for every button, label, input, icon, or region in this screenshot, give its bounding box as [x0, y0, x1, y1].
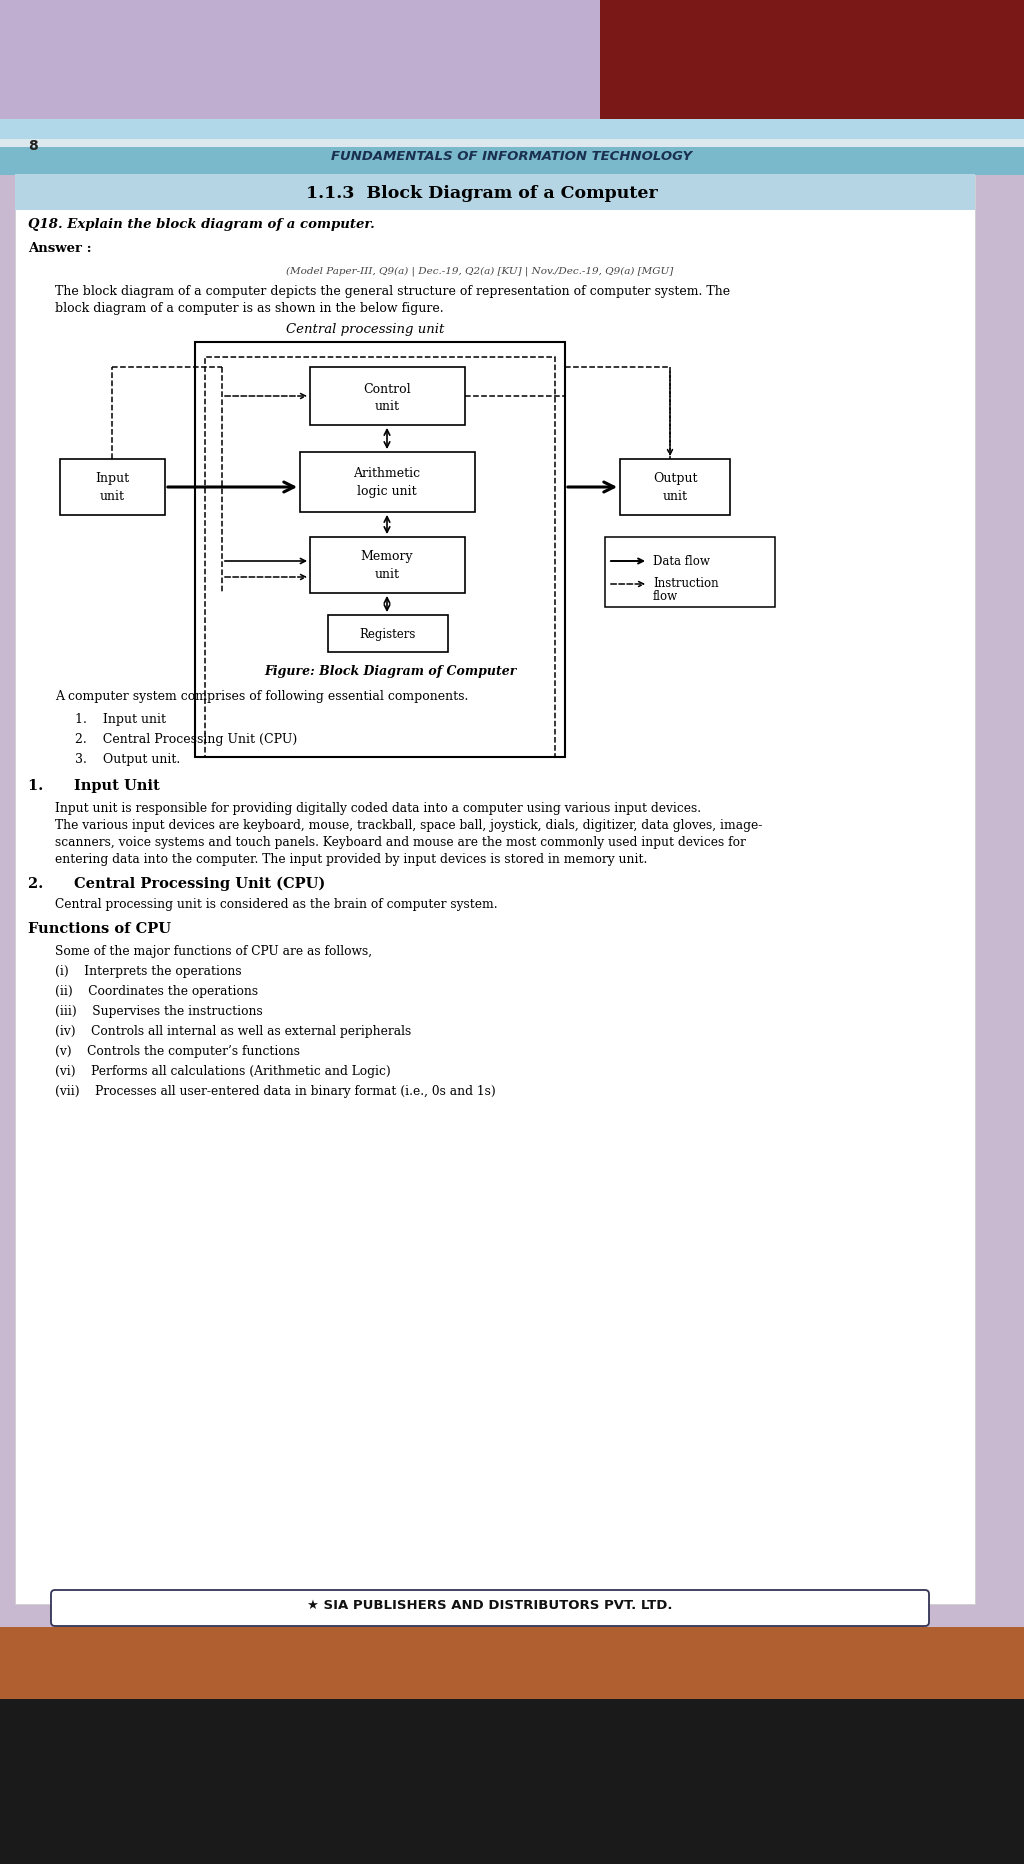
Text: Functions of CPU: Functions of CPU	[28, 921, 171, 936]
Text: 2.      Central Processing Unit (CPU): 2. Central Processing Unit (CPU)	[28, 876, 326, 891]
Text: (Model Paper-III, Q9(a) | Dec.-19, Q2(a) [KU] | Nov./Dec.-19, Q9(a) [MGU]: (Model Paper-III, Q9(a) | Dec.-19, Q2(a)…	[287, 267, 674, 276]
Text: block diagram of a computer is as shown in the below figure.: block diagram of a computer is as shown …	[55, 302, 443, 315]
Text: (v)    Controls the computer’s functions: (v) Controls the computer’s functions	[55, 1044, 300, 1057]
Text: FUNDAMENTALS OF INFORMATION TECHNOLOGY: FUNDAMENTALS OF INFORMATION TECHNOLOGY	[332, 149, 692, 162]
Text: unit: unit	[99, 490, 125, 503]
Text: A computer system comprises of following essential components.: A computer system comprises of following…	[55, 690, 468, 703]
Text: (vii)    Processes all user-entered data in binary format (i.e., 0s and 1s): (vii) Processes all user-entered data in…	[55, 1085, 496, 1098]
Text: 8: 8	[28, 140, 38, 153]
Text: Instruction: Instruction	[653, 576, 719, 589]
Text: Memory: Memory	[360, 550, 414, 563]
Text: 1.    Input unit: 1. Input unit	[75, 712, 166, 725]
Text: 1.1.3  Block Diagram of a Computer: 1.1.3 Block Diagram of a Computer	[306, 185, 657, 201]
Text: flow: flow	[653, 589, 678, 602]
Text: Some of the major functions of CPU are as follows,: Some of the major functions of CPU are a…	[55, 945, 372, 958]
Bar	[310, 537, 465, 593]
Text: unit: unit	[375, 569, 399, 582]
Bar	[620, 460, 730, 516]
Text: Figure: Block Diagram of Computer: Figure: Block Diagram of Computer	[264, 665, 516, 678]
Text: Answer :: Answer :	[28, 242, 91, 255]
Text: unit: unit	[663, 490, 687, 503]
FancyBboxPatch shape	[51, 1590, 929, 1625]
Text: Central processing unit is considered as the brain of computer system.: Central processing unit is considered as…	[55, 898, 498, 910]
Text: 2.    Central Processing Unit (CPU): 2. Central Processing Unit (CPU)	[75, 733, 297, 746]
Text: Data flow: Data flow	[653, 555, 710, 569]
Text: ★ SIA PUBLISHERS AND DISTRIBUTORS PVT. LTD.: ★ SIA PUBLISHERS AND DISTRIBUTORS PVT. L…	[307, 1597, 673, 1610]
Text: (iv)    Controls all internal as well as external peripherals: (iv) Controls all internal as well as ex…	[55, 1025, 412, 1038]
Text: Output: Output	[652, 472, 697, 485]
Text: entering data into the computer. The input provided by input devices is stored i: entering data into the computer. The inp…	[55, 852, 647, 865]
Bar	[0, 1627, 1024, 1864]
Bar	[195, 343, 565, 757]
Text: 3.    Output unit.: 3. Output unit.	[75, 753, 180, 766]
Polygon shape	[310, 0, 650, 170]
Text: Input: Input	[95, 472, 129, 485]
Text: 1.      Input Unit: 1. Input Unit	[28, 779, 160, 792]
Text: (iii)    Supervises the instructions: (iii) Supervises the instructions	[55, 1005, 263, 1018]
Bar	[0, 1700, 1024, 1864]
Text: (ii)    Coordinates the operations: (ii) Coordinates the operations	[55, 984, 258, 997]
Text: Central processing unit: Central processing unit	[286, 322, 444, 336]
Text: (vi)    Performs all calculations (Arithmetic and Logic): (vi) Performs all calculations (Arithmet…	[55, 1064, 391, 1077]
Bar	[60, 460, 165, 516]
Bar	[328, 615, 449, 652]
Bar	[0, 147, 1024, 175]
Bar	[0, 119, 1024, 147]
Text: scanners, voice systems and touch panels. Keyboard and mouse are the most common: scanners, voice systems and touch panels…	[55, 835, 745, 848]
Text: The various input devices are keyboard, mouse, trackball, space ball, joystick, : The various input devices are keyboard, …	[55, 818, 763, 831]
Bar	[0, 140, 1024, 175]
Text: The block diagram of a computer depicts the general structure of representation : The block diagram of a computer depicts …	[55, 285, 730, 298]
Text: logic unit: logic unit	[357, 485, 417, 498]
Bar	[0, 0, 1024, 170]
Bar	[605, 537, 775, 608]
Bar	[310, 367, 465, 425]
Bar	[600, 0, 1024, 130]
Text: Arithmetic: Arithmetic	[353, 466, 421, 479]
Text: Q18. Explain the block diagram of a computer.: Q18. Explain the block diagram of a comp…	[28, 218, 375, 231]
Bar	[300, 453, 475, 513]
Text: (i)    Interprets the operations: (i) Interprets the operations	[55, 964, 242, 977]
Text: Registers: Registers	[359, 628, 416, 641]
Text: unit: unit	[375, 399, 399, 412]
Text: Input unit is responsible for providing digitally coded data into a computer usi: Input unit is responsible for providing …	[55, 802, 701, 815]
Text: Control: Control	[364, 382, 411, 395]
Bar	[15, 175, 975, 211]
Bar	[15, 175, 975, 1605]
Bar	[205, 358, 555, 757]
